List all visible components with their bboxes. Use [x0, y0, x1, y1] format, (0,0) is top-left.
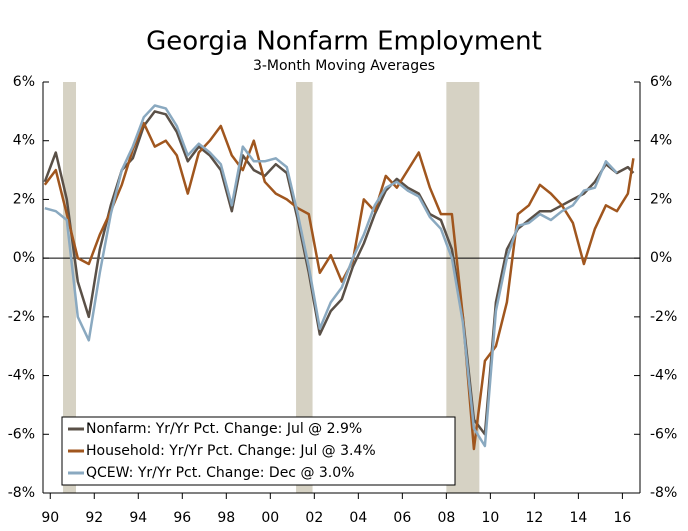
legend-label: Household: Yr/Yr Pct. Change: Jul @ 3.4%: [86, 443, 376, 459]
legend-label: Nonfarm: Yr/Yr Pct. Change: Jul @ 2.9%: [86, 421, 362, 437]
y2-tick-label: -4%: [650, 368, 677, 384]
y-tick-label: 0%: [13, 250, 35, 266]
x-tick-label: 04: [349, 510, 367, 526]
legend-box: [61, 416, 456, 486]
y2-tick-label: -8%: [650, 485, 677, 501]
y2-tick-label: 4%: [650, 133, 672, 149]
y2-tick-label: 2%: [650, 191, 672, 207]
x-tick-label: 12: [525, 510, 543, 526]
x-tick-label: 94: [129, 510, 147, 526]
y-tick-label: -8%: [8, 485, 35, 501]
series-line: [43, 121, 635, 451]
y2-tick-label: -2%: [650, 309, 677, 325]
x-tick-label: 00: [261, 510, 279, 526]
y-tick-label: -2%: [8, 309, 35, 325]
y-tick-label: -6%: [8, 426, 35, 442]
x-tick-label: 06: [393, 510, 411, 526]
y-tick-label: 4%: [13, 133, 35, 149]
x-tick-label: 02: [305, 510, 323, 526]
y2-tick-label: -6%: [650, 426, 677, 442]
x-tick-label: 98: [217, 510, 235, 526]
x-tick-label: 92: [85, 510, 103, 526]
series-line: [44, 104, 618, 448]
y2-tick-label: 0%: [650, 250, 672, 266]
x-tick-label: 96: [173, 510, 191, 526]
x-tick-label: 10: [481, 510, 499, 526]
legend-label: QCEW: Yr/Yr Pct. Change: Dec @ 3.0%: [86, 465, 354, 481]
chart-title: Georgia Nonfarm Employment: [146, 27, 542, 57]
recession-band: [63, 82, 77, 493]
y2-tick-label: 6%: [650, 74, 672, 90]
y-tick-label: -4%: [8, 368, 35, 384]
recession-band: [296, 82, 313, 493]
x-tick-label: 90: [41, 510, 59, 526]
y-tick-label: 2%: [13, 191, 35, 207]
y-tick-label: 6%: [13, 74, 35, 90]
x-tick-label: 14: [569, 510, 587, 526]
x-tick-label: 16: [613, 510, 631, 526]
chart-subtitle: 3-Month Moving Averages: [253, 58, 435, 74]
x-tick-label: 08: [437, 510, 455, 526]
